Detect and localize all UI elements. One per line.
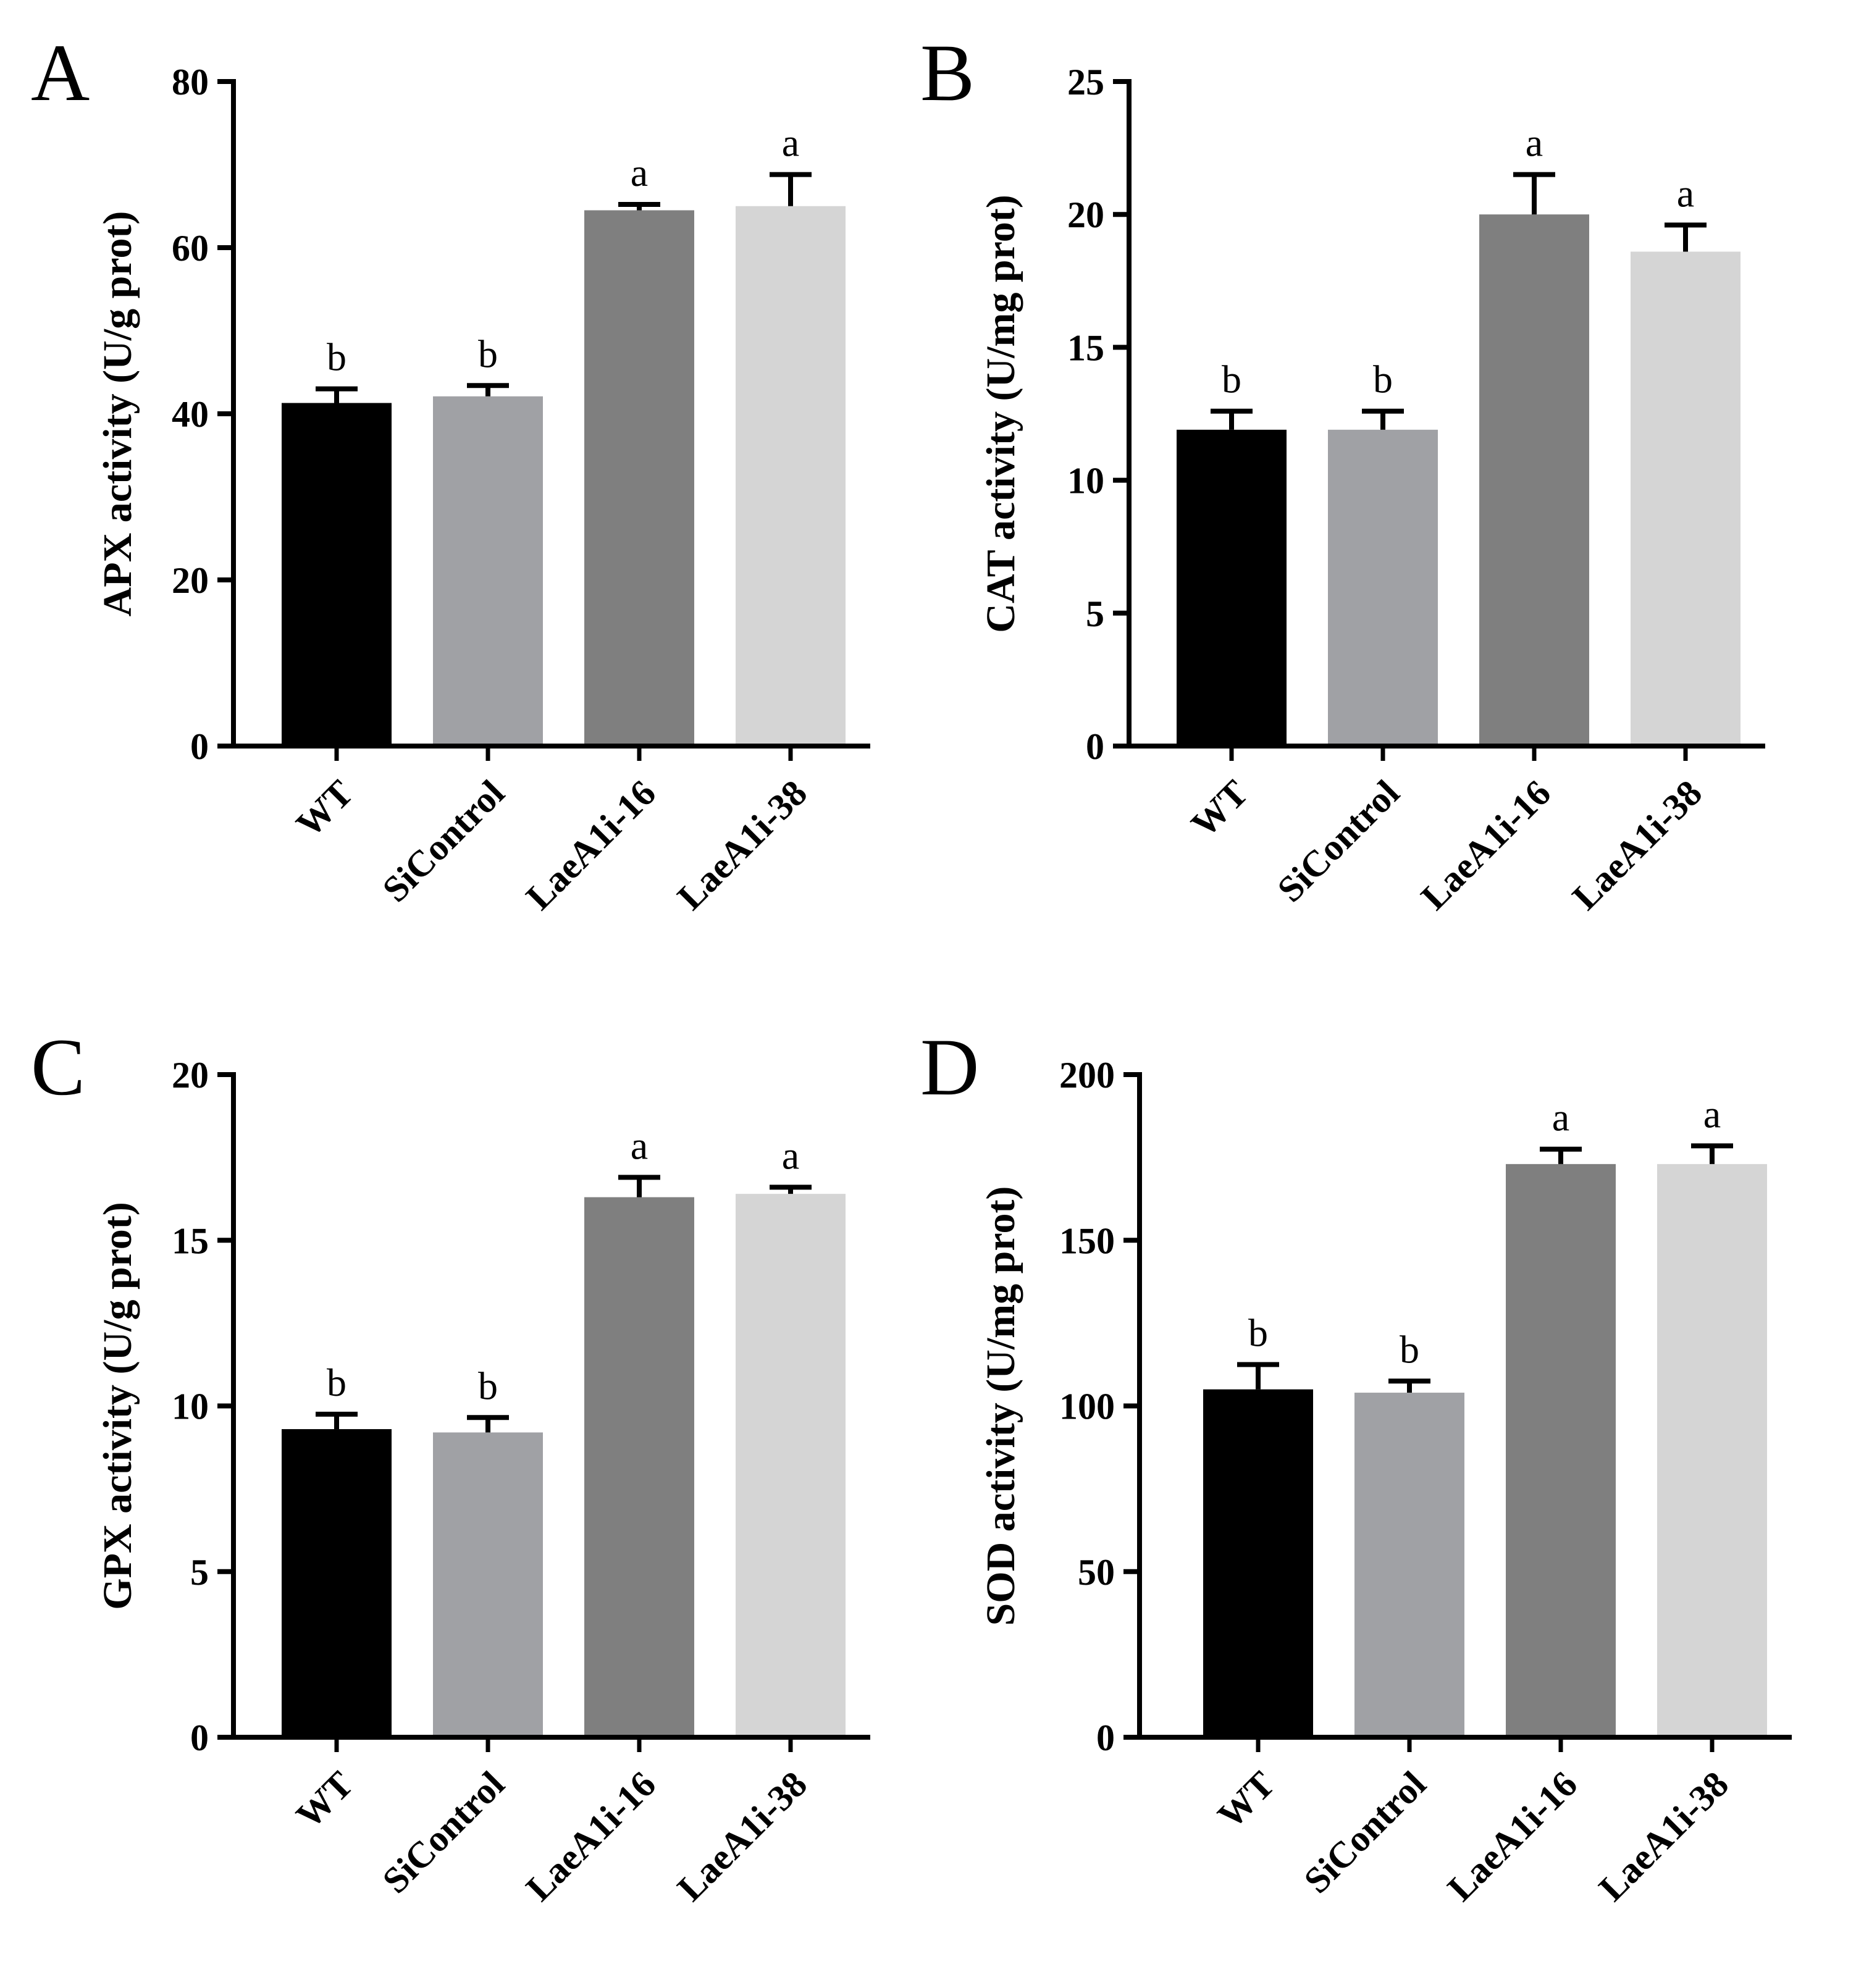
x-tick-label: LaeA1i-38 xyxy=(670,773,815,918)
bar-laea1i-38 xyxy=(736,206,846,746)
y-tick-label: 50 xyxy=(1078,1552,1115,1593)
x-tick-label: LaeA1i-38 xyxy=(1591,1764,1736,1909)
panel-letter: C xyxy=(31,1021,85,1112)
bar-laea1i-16 xyxy=(1479,214,1589,746)
y-tick-label: 15 xyxy=(1067,327,1104,368)
x-tick-label: WT xyxy=(288,773,361,845)
y-axis-label: CAT activity (U/mg prot) xyxy=(978,195,1023,632)
bar-sicontrol xyxy=(1354,1393,1464,1737)
significance-label: b xyxy=(327,335,346,379)
significance-label: b xyxy=(327,1361,346,1404)
bar-laea1i-38 xyxy=(736,1194,846,1737)
significance-label: a xyxy=(782,121,799,165)
bar-laea1i-16 xyxy=(584,1197,694,1737)
x-tick-label: LaeA1i-16 xyxy=(518,1764,663,1909)
y-tick-label: 150 xyxy=(1059,1220,1115,1261)
bar-sicontrol xyxy=(433,1432,543,1737)
significance-label: a xyxy=(1703,1092,1721,1136)
significance-label: b xyxy=(478,1364,498,1407)
panel-b: B CAT activity (U/mg prot) b WT b SiControl a L… xyxy=(920,27,1765,918)
y-tick-label: 100 xyxy=(1059,1386,1115,1427)
panel-letter: A xyxy=(31,27,90,118)
y-tick-label: 15 xyxy=(172,1220,209,1261)
bar-wt xyxy=(1177,429,1287,746)
significance-label: a xyxy=(1552,1096,1569,1139)
significance-label: a xyxy=(782,1133,799,1177)
x-tick-label: SiControl xyxy=(374,1764,512,1902)
bar-laea1i-38 xyxy=(1631,251,1741,746)
y-tick-label: 200 xyxy=(1059,1055,1115,1096)
bar-sicontrol xyxy=(433,396,543,746)
significance-label: b xyxy=(1248,1311,1268,1354)
x-tick-label: WT xyxy=(288,1764,361,1836)
y-tick-label: 40 xyxy=(172,394,209,435)
panel-letter: B xyxy=(920,27,975,118)
y-tick-label: 10 xyxy=(172,1386,209,1427)
y-axis-label: SOD activity (U/mg prot) xyxy=(978,1186,1023,1626)
bar-laea1i-38 xyxy=(1657,1164,1767,1737)
panel-a: A APX activity (U/g prot) b WT b SiControl a La… xyxy=(31,27,870,918)
panel-c: C GPX activity (U/g prot) b WT b SiControl a La… xyxy=(31,1021,870,1909)
x-tick-label: LaeA1i-38 xyxy=(1564,773,1710,918)
bar-laea1i-16 xyxy=(1506,1164,1616,1737)
y-tick-label: 0 xyxy=(1086,726,1104,767)
y-axis-label: APX activity (U/g prot) xyxy=(95,211,140,617)
y-tick-label: 20 xyxy=(1067,195,1104,235)
bar-wt xyxy=(1203,1389,1313,1737)
x-tick-label: LaeA1i-38 xyxy=(670,1764,815,1909)
bar-laea1i-16 xyxy=(584,210,694,747)
significance-label: b xyxy=(1222,358,1241,401)
x-tick-label: WT xyxy=(1210,1764,1282,1836)
significance-label: a xyxy=(1677,171,1694,215)
x-tick-label: SiControl xyxy=(1296,1764,1434,1902)
x-tick-label: SiControl xyxy=(374,773,512,910)
y-tick-label: 80 xyxy=(172,62,209,103)
x-tick-label: LaeA1i-16 xyxy=(518,773,663,918)
x-tick-label: LaeA1i-16 xyxy=(1440,1764,1585,1909)
y-tick-label: 5 xyxy=(190,1552,209,1593)
bar-wt xyxy=(282,403,392,746)
significance-label: b xyxy=(478,332,498,375)
y-tick-label: 0 xyxy=(1096,1717,1115,1758)
significance-label: b xyxy=(1400,1327,1419,1371)
x-tick-label: SiControl xyxy=(1269,773,1407,910)
y-tick-label: 0 xyxy=(190,1717,209,1758)
panel-d: D SOD activity (U/mg prot) b WT b SiControl a L… xyxy=(920,1021,1792,1909)
x-tick-label: WT xyxy=(1183,773,1256,845)
bar-sicontrol xyxy=(1328,429,1438,746)
y-axis-label: GPX activity (U/g prot) xyxy=(95,1202,140,1609)
y-tick-label: 20 xyxy=(172,560,209,601)
y-tick-label: 25 xyxy=(1067,62,1104,103)
y-tick-label: 60 xyxy=(172,228,209,269)
significance-label: a xyxy=(1526,121,1543,165)
y-tick-label: 0 xyxy=(190,726,209,767)
y-tick-label: 20 xyxy=(172,1055,209,1096)
significance-label: b xyxy=(1373,358,1393,401)
significance-label: a xyxy=(631,151,648,195)
bar-wt xyxy=(282,1429,392,1737)
significance-label: a xyxy=(631,1123,648,1167)
y-tick-label: 5 xyxy=(1086,593,1104,634)
x-tick-label: LaeA1i-16 xyxy=(1413,773,1558,918)
panel-letter: D xyxy=(920,1021,979,1112)
y-tick-label: 10 xyxy=(1067,461,1104,501)
